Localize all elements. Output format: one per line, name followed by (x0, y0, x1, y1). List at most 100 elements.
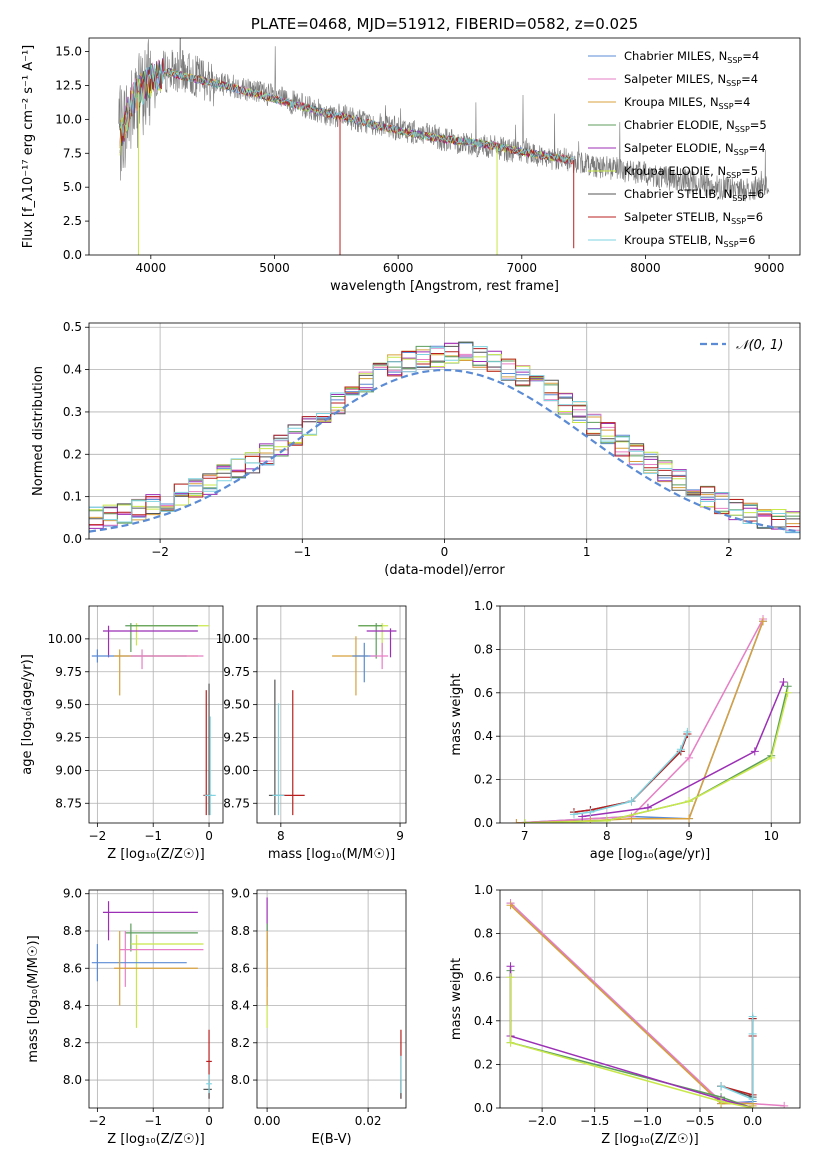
x-tick-label: 9 (685, 829, 693, 843)
x-tick-label: 0 (441, 545, 449, 559)
y-tick-label: 8.75 (55, 796, 82, 810)
x-tick-label: 5000 (259, 261, 290, 275)
axes-frame (499, 605, 801, 824)
y-tick-label: 8.8 (63, 924, 82, 938)
series-line-9 (720, 1016, 754, 1101)
series-point-6 (783, 688, 792, 697)
y-tick-label: 8.75 (223, 796, 250, 810)
y-tick-label: 8.4 (63, 999, 82, 1013)
y-tick-label: 0.5 (63, 320, 82, 334)
series-point-9 (569, 810, 578, 819)
series-point-2 (780, 1101, 789, 1108)
legend-label-8: Salpeter STELIB, NSSP=6 (624, 210, 763, 226)
histogram-series-6 (89, 354, 800, 521)
axes-frame (256, 889, 407, 1109)
histogram-series-5 (89, 342, 800, 531)
histogram-series-8 (89, 348, 800, 528)
y-tick-label: 0.0 (474, 816, 493, 830)
panel-weight-vs-age: 7 8 9 10 0.0 0.2 0.4 0.6 0.8 1.0 age [log₁₀(age/yr… (449, 599, 801, 862)
x-tick-label: −1.0 (633, 1114, 662, 1128)
series-point-9 (627, 797, 636, 806)
histogram-series-7 (89, 341, 800, 533)
y-tick-label: 1.0 (474, 599, 493, 613)
y-tick-label: 12.5 (55, 78, 82, 92)
y-tick-label: 0.0 (63, 532, 82, 546)
y-tick-label: 9.50 (223, 698, 250, 712)
x-tick-label: 0 (205, 1114, 213, 1128)
series-line-5 (509, 966, 753, 1108)
legend-label-7: Chabrier STELIB, NSSP=6 (624, 187, 764, 203)
series-point-6 (602, 816, 611, 823)
series-line-6 (509, 977, 753, 1108)
x-tick-label: −1.5 (580, 1114, 609, 1128)
y-tick-label: 0.2 (474, 773, 493, 787)
x-axis-label: mass [log₁₀(M/M☉)] (268, 847, 395, 862)
x-tick-label: 10 (764, 829, 779, 843)
axes-frame (88, 889, 224, 1109)
y-tick-label: 9.75 (55, 665, 82, 679)
x-tick-label: 2 (725, 545, 733, 559)
axes-frame (88, 605, 224, 824)
histogram-series-4 (89, 341, 800, 536)
y-tick-label: 10.0 (55, 112, 82, 126)
y-tick-label: 0.8 (474, 927, 493, 941)
y-tick-label: 9.00 (55, 763, 82, 777)
series-point-9 (748, 1095, 757, 1104)
y-tick-label: 5.0 (63, 180, 82, 194)
x-tick-label: 8000 (630, 261, 661, 275)
series-point-9 (676, 745, 685, 754)
series-point-6 (520, 819, 529, 823)
y-tick-label: 8.0 (231, 1073, 250, 1087)
panel-mass-vs-ebv: 0.00 0.02 8.0 8.2 8.4 8.6 8.8 9.0 E(B-V) (231, 887, 407, 1147)
chart-title: PLATE=0468, MJD=51912, FIBERID=0582, z=0… (251, 15, 638, 33)
y-tick-label: 0.3 (63, 405, 82, 419)
y-tick-label: 1.0 (474, 883, 493, 897)
x-tick-label: 0.0 (743, 1114, 762, 1128)
series-line-4 (509, 970, 753, 1108)
plot-area (118, 38, 770, 255)
x-tick-label: −2.0 (528, 1114, 557, 1128)
series-point-6 (717, 1097, 726, 1106)
axes-frame (256, 605, 407, 824)
y-axis-label: mass [log₁₀(M/M☉)] (26, 935, 41, 1062)
y-tick-label: 0.4 (63, 363, 82, 377)
y-tick-label: 7.5 (63, 146, 82, 160)
series-point-5 (779, 677, 788, 686)
panel-residuals: −2 −1 0 1 2 0.0 0.1 0.2 0.3 0.4 0.5 (data-model)/er… (31, 320, 801, 578)
panel-mass-vs-Z: −2 −1 0 8.0 8.2 8.4 8.6 8.8 9.0 Z [log₁₀(Z/Z☉)] ma… (26, 887, 224, 1147)
x-tick-label: 8 (277, 829, 285, 843)
series-point-6 (748, 1104, 757, 1108)
x-tick-label: 9 (396, 829, 404, 843)
series-line-7 (720, 1018, 754, 1099)
y-axis-label: age [log₁₀(age/yr)] (20, 654, 35, 775)
plot-area (500, 890, 800, 1108)
y-tick-label: 10.00 (48, 632, 82, 646)
series-point-6 (767, 753, 776, 762)
x-tick-label: 0 (205, 829, 213, 843)
y-tick-label: 0.4 (474, 1014, 493, 1028)
y-tick-label: 0.0 (474, 1101, 493, 1115)
y-tick-label: 8.2 (231, 1036, 250, 1050)
x-tick-label: −1 (144, 1114, 162, 1128)
y-tick-label: 9.25 (223, 731, 250, 745)
x-tick-label: −2 (151, 545, 169, 559)
x-axis-label: E(B-V) (311, 1132, 351, 1147)
series-point-9 (748, 1012, 757, 1021)
y-tick-label: 9.00 (223, 763, 250, 777)
axes-frame (499, 889, 801, 1109)
series-point-3 (627, 814, 636, 823)
legend-label-4: Chabrier ELODIE, NSSP=5 (624, 118, 767, 134)
series-point-9 (683, 727, 692, 736)
x-tick-label: 7000 (507, 261, 538, 275)
y-tick-label: 0.4 (474, 729, 493, 743)
x-tick-label: −1 (293, 545, 311, 559)
y-tick-label: 0.2 (474, 1057, 493, 1071)
legend-label-6: Kroupa ELODIE, NSSP=5 (624, 164, 758, 180)
y-axis-label: mass weight (449, 673, 464, 755)
legend-label-2: Salpeter MILES, NSSP=4 (624, 72, 758, 88)
plot-area (500, 606, 800, 823)
y-tick-label: 0.6 (474, 686, 493, 700)
legend-label-1: Chabrier MILES, NSSP=4 (624, 49, 759, 65)
x-axis-label: age [log₁₀(age/yr)] (590, 847, 711, 862)
x-axis-label: Z [log₁₀(Z/Z☉)] (601, 1132, 698, 1147)
